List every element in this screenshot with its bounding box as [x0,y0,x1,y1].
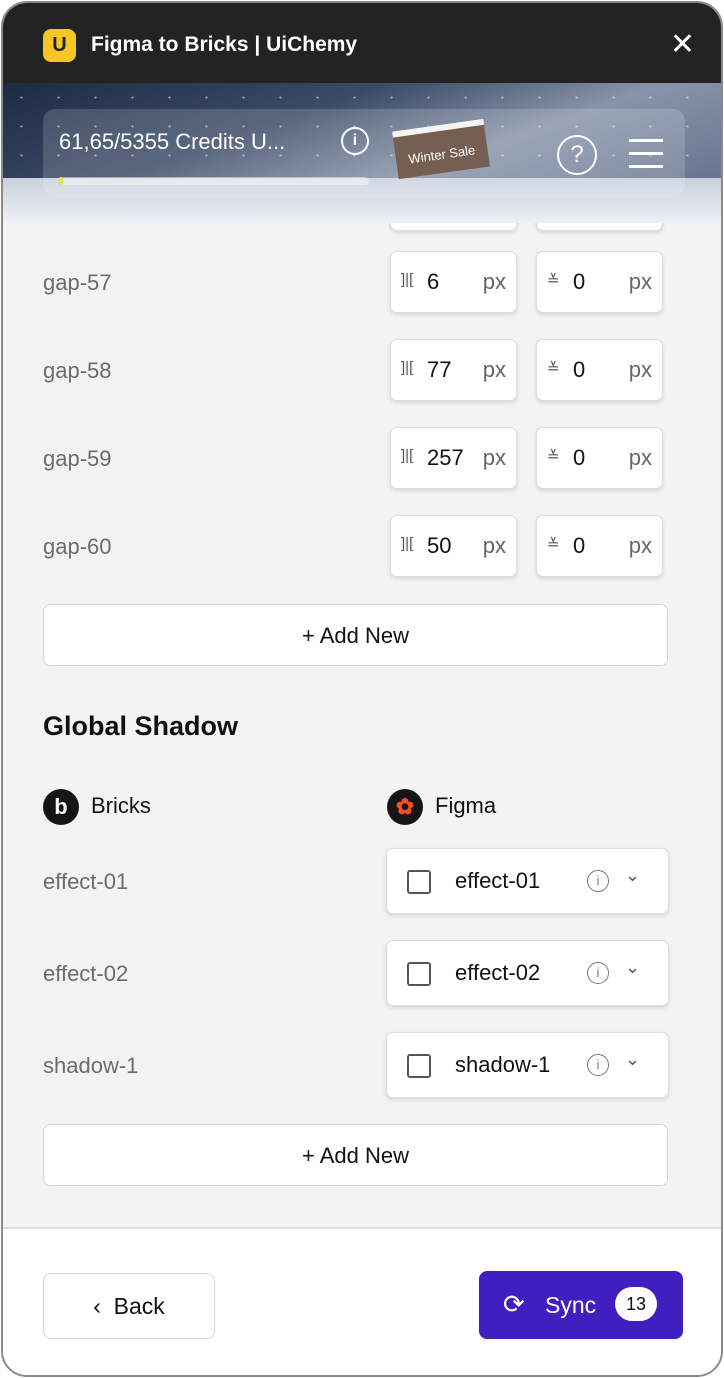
shadow-bricks-label: shadow-1 [43,1053,139,1078]
column-gap-value[interactable]: 257 [427,445,464,470]
figma-label: Figma [435,792,497,818]
gap-label: gap-57 [43,270,112,295]
credits-panel: 61,65/5355 Credits U... i ? [43,109,685,197]
sync-icon: ⟳ [503,1289,525,1319]
unit-label: px [482,445,506,470]
add-new-shadow-button[interactable]: + Add New [43,1124,668,1186]
unit-label: px [628,445,652,470]
close-icon[interactable]: ✕ [669,28,695,61]
gap-label: gap-59 [43,446,112,471]
credits-progress-bar [59,177,369,185]
selected-effect: shadow-1 [455,1052,551,1077]
unit-label: px [482,357,506,382]
chevron-down-icon[interactable]: ⌄ [625,865,641,885]
row-gap-icon: ≚ [547,272,560,289]
gap-column-input[interactable]: ]|[ 6 px [390,251,517,313]
shadow-bricks-label: effect-02 [43,961,129,986]
help-icon[interactable]: ? [557,135,597,175]
selected-effect: effect-02 [455,960,541,985]
bricks-logo-icon: b [43,789,79,825]
bricks-column-header: b Bricks [43,789,151,825]
row-gap-icon: ≚ [547,360,560,377]
figma-logo-icon: ✿ [387,789,423,825]
column-gap-icon: ]|[ [401,447,414,464]
add-new-gap-button[interactable]: + Add New [43,604,668,666]
info-icon[interactable]: i [587,870,609,892]
unit-label: px [628,533,652,558]
sync-count-badge: 13 [615,1287,657,1321]
gap-row-input[interactable]: ≚ 0 px [536,515,663,577]
gap-column-input[interactable]: ]|[ 257 px [390,427,517,489]
gap-column-input[interactable]: ]|[ 50 px [390,515,517,577]
credits-progress-fill [59,177,63,185]
window-title: Figma to Bricks | UiChemy [91,33,358,56]
gap-label: gap-60 [43,534,112,559]
column-gap-value[interactable]: 50 [427,533,452,558]
column-gap-icon: ]|[ [401,359,414,376]
hamburger-menu-icon[interactable] [629,139,663,178]
row-gap-value[interactable]: 0 [573,269,586,294]
row-gap-value[interactable]: 0 [573,445,586,470]
figma-column-header: ✿ Figma [387,789,496,825]
row-gap-value[interactable]: 0 [573,533,586,558]
gap-row-input[interactable]: ≚ 0 px [536,251,663,313]
credits-text: 61,65/5355 Credits U... [59,129,286,154]
row-gap-icon: ≚ [547,448,560,465]
column-gap-value[interactable]: 77 [427,357,452,382]
chevron-down-icon[interactable]: ⌄ [625,1049,641,1069]
chevron-left-icon: ‹ [93,1293,114,1319]
back-button[interactable]: ‹ Back [43,1273,215,1339]
gap-column-input[interactable]: ]|[ 77 px [390,339,517,401]
column-gap-icon: ]|[ [401,535,414,552]
row-gap-value[interactable]: 0 [573,357,586,382]
back-label: Back [113,1293,165,1319]
global-shadow-heading: Global Shadow [43,711,239,741]
info-icon[interactable]: i [341,127,369,155]
shadow-bricks-label: effect-01 [43,869,129,894]
column-gap-icon: ]|[ [401,271,414,288]
selected-effect: effect-01 [455,868,541,893]
unit-label: px [628,357,652,382]
gap-label: gap-58 [43,358,112,383]
checkbox[interactable] [407,870,431,894]
row-gap-icon: ≚ [547,536,560,553]
gap-row-input[interactable]: ≚ 0 px [536,339,663,401]
snow-ground [3,178,721,223]
info-icon[interactable]: i [587,962,609,984]
info-icon[interactable]: i [587,1054,609,1076]
unit-label: px [482,533,506,558]
title-bar: U Figma to Bricks | UiChemy ✕ [3,3,721,83]
checkbox[interactable] [407,962,431,986]
checkbox[interactable] [407,1054,431,1078]
column-gap-value[interactable]: 6 [427,269,440,294]
sync-button[interactable]: ⟳ Sync 13 [479,1271,683,1339]
footer: ‹ Back ⟳ Sync 13 [3,1227,721,1375]
uichemy-logo: U [43,29,76,62]
bricks-label: Bricks [91,792,151,818]
figma-effect-select[interactable]: effect-01 i ⌄ [386,848,669,914]
gap-row-input[interactable]: ≚ 0 px [536,427,663,489]
unit-label: px [628,269,652,294]
unit-label: px [482,269,506,294]
figma-effect-select[interactable]: effect-02 i ⌄ [386,940,669,1006]
figma-effect-select[interactable]: shadow-1 i ⌄ [386,1032,669,1098]
winter-banner: Winter Sale 61,65/5355 Credits U... i ? [3,83,721,223]
chevron-down-icon[interactable]: ⌄ [625,957,641,977]
sync-label: Sync [545,1292,597,1318]
